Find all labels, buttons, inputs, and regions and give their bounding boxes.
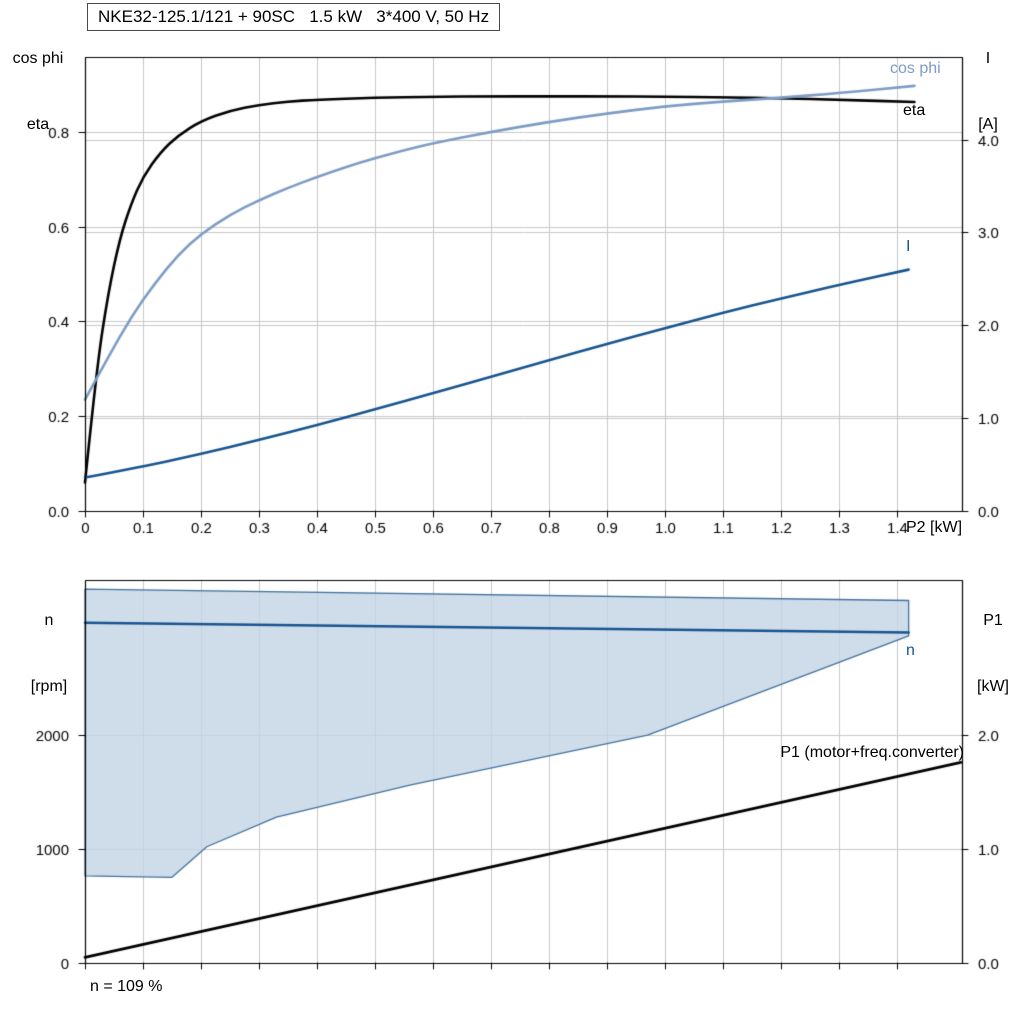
chart-title: NKE32-125.1/121 + 90SC 1.5 kW 3*400 V, 5… <box>87 3 501 31</box>
axis-label-cos-phi-eta: cos phi eta <box>2 4 74 180</box>
curve-label-speed: n <box>906 642 915 659</box>
axis-label-current-amps: I [A] <box>962 4 1014 180</box>
axis-label-rpm-unit: [rpm] <box>30 678 68 695</box>
axis-label-p1-kw: P1 [kW] <box>966 566 1020 742</box>
curve-label-current: I <box>906 238 911 255</box>
axis-label-eta: eta <box>26 116 50 133</box>
axis-label-speed-rpm: n [rpm] <box>20 566 78 742</box>
axis-label-kw-unit: [kW] <box>977 678 1009 695</box>
x-axis-unit-label: P2 [kW] <box>906 519 963 536</box>
curve-label-cos-phi: cos phi <box>890 60 941 77</box>
curve-label-eta: eta <box>903 102 926 119</box>
curve-label-p1: P1 (motor+freq.converter) <box>780 744 964 761</box>
axis-label-cos-phi: cos phi <box>12 50 64 67</box>
axis-label-speed: n <box>44 612 54 629</box>
axis-label-amps-unit: [A] <box>978 116 998 133</box>
speed-percentage-annotation: n = 109 % <box>90 978 163 995</box>
axis-label-current: I <box>985 50 991 67</box>
axis-label-p1: P1 <box>983 612 1003 629</box>
